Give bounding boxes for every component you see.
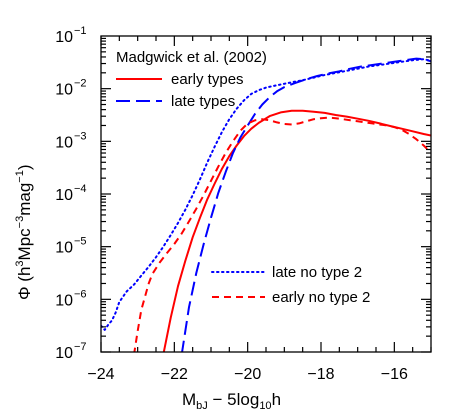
y-tick-label-exponent: −3 <box>74 130 87 142</box>
y-axis-title-prefix: Φ (h <box>15 267 34 300</box>
y-tick-label: 10 <box>55 240 73 257</box>
x-tick-label: −20 <box>234 366 261 383</box>
y-tick-label-exponent: −5 <box>74 236 87 248</box>
x-axis-title-rest: − 5log <box>208 390 260 409</box>
y-tick-label: 10 <box>55 82 73 99</box>
y-axis-title-suffix: ) <box>15 165 34 171</box>
y-tick-label-exponent: −6 <box>74 288 87 300</box>
y-tick-label: 10 <box>55 134 73 151</box>
x-axis-title-sub: bJ <box>196 400 208 412</box>
y-ticks: 10−710−610−510−410−310−210−1 <box>55 25 431 362</box>
series-line-early-types <box>162 109 431 352</box>
y-tick-label-exponent: −7 <box>74 341 87 353</box>
x-tick-label: −18 <box>307 366 334 383</box>
y-tick-label: 10 <box>55 187 73 204</box>
y-tick-label-exponent: −2 <box>74 78 87 90</box>
y-axis-title-sup3: −1 <box>14 170 26 183</box>
legend-bottom: late no type 2 early no type 2 <box>211 264 370 306</box>
legend-label-late-no-type-2: late no type 2 <box>272 264 362 281</box>
series-layer <box>101 57 431 352</box>
y-axis-title-sup2: −3 <box>14 216 26 229</box>
x-tick-label: −24 <box>87 366 114 383</box>
x-ticks: −24 −22 −20 −18 −16 <box>87 36 432 383</box>
x-axis-title-main: M <box>182 390 196 409</box>
y-axis-title: Φ (h3Mpc−3mag−1) <box>14 165 34 301</box>
x-axis-title-sub2: 10 <box>259 400 271 412</box>
series-line-late-types <box>181 57 431 352</box>
x-axis-title-tail: h <box>272 390 281 409</box>
legend-top: Madgwick et al. (2002) early types late … <box>116 49 267 110</box>
legend-label-early-no-type-2: early no type 2 <box>272 289 370 306</box>
legend-label-early-types: early types <box>171 71 244 88</box>
x-tick-label: −16 <box>381 366 408 383</box>
x-tick-label: −22 <box>161 366 188 383</box>
y-tick-label: 10 <box>55 292 73 309</box>
x-axis-title: MbJ − 5log10h <box>182 390 281 412</box>
y-tick-label: 10 <box>55 29 73 46</box>
legend-label-late-types: late types <box>171 93 235 110</box>
series-line-early-no-type-2 <box>133 116 431 352</box>
y-axis-title-sup1: 3 <box>14 260 26 266</box>
y-axis-title-mid2: mag <box>15 183 34 216</box>
series-line-late-no-type-2 <box>101 58 431 331</box>
legend-top-title: Madgwick et al. (2002) <box>116 49 267 66</box>
y-tick-label-exponent: −4 <box>74 183 87 195</box>
y-tick-label: 10 <box>55 345 73 362</box>
plot-frame <box>100 35 432 353</box>
y-axis-title-mid: Mpc <box>15 228 34 261</box>
y-tick-label-exponent: −1 <box>74 25 87 37</box>
